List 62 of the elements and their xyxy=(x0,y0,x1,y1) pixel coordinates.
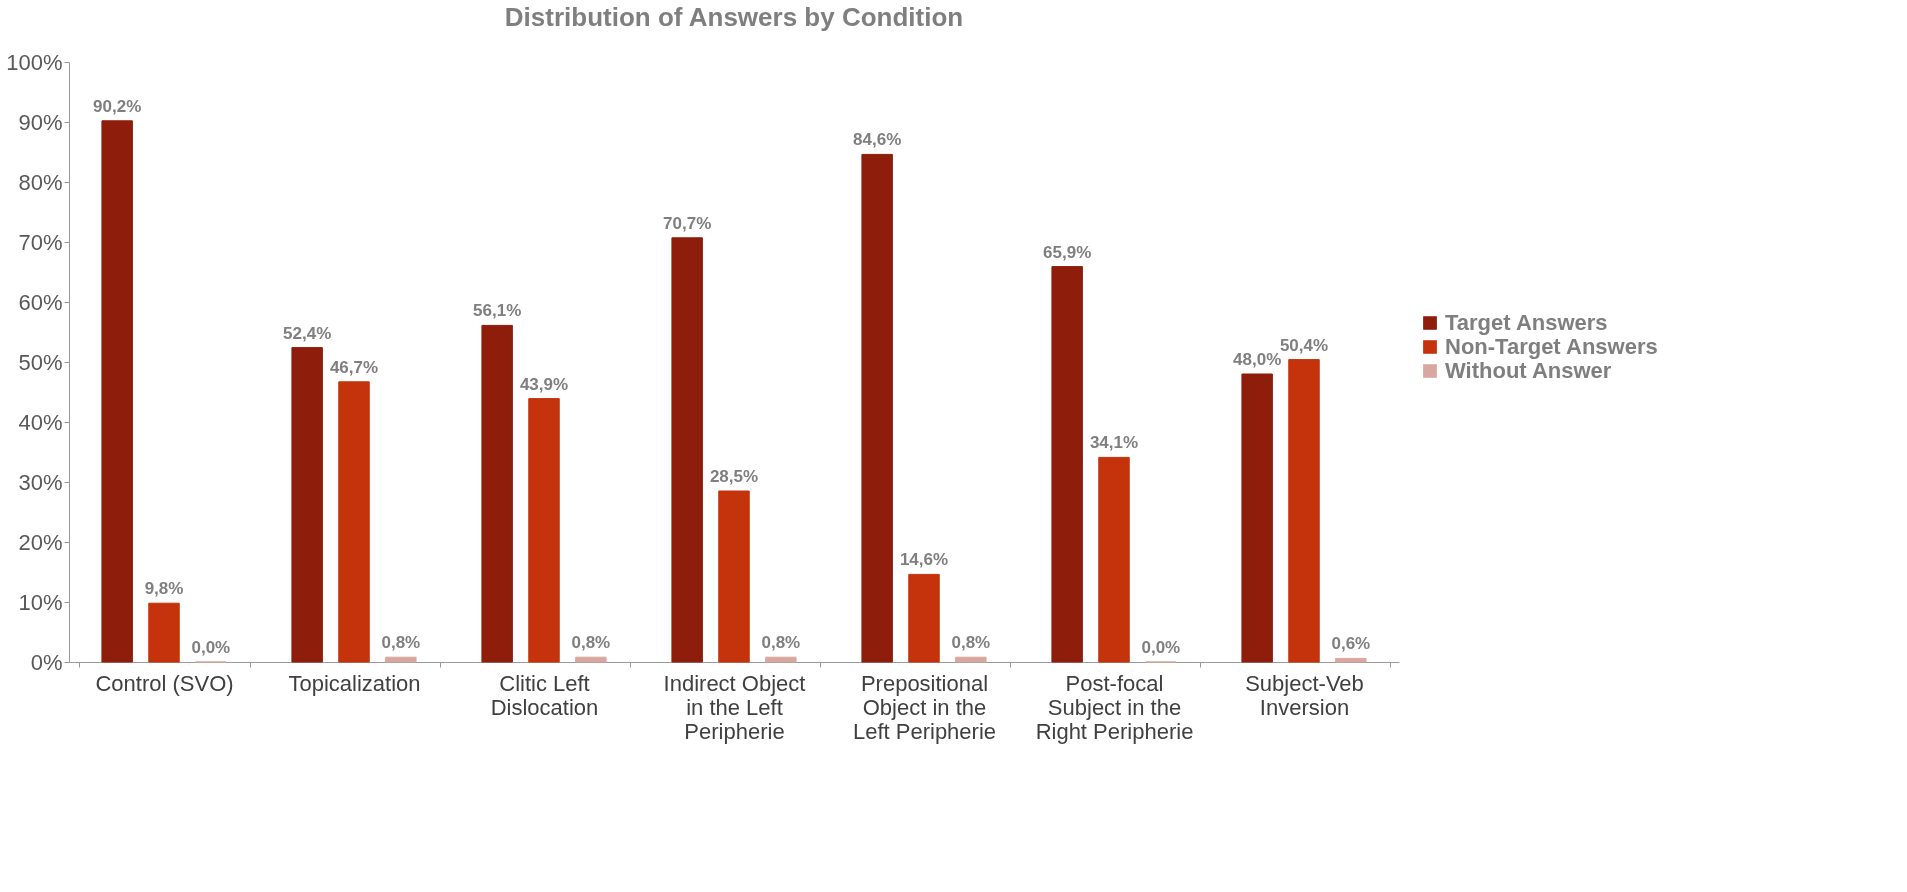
data-label: 0,8% xyxy=(761,633,801,653)
legend-label: Target Answers xyxy=(1445,310,1608,335)
bar xyxy=(385,656,417,663)
bar xyxy=(861,153,893,663)
y-tick-label: 80% xyxy=(18,169,63,195)
data-label: 0,6% xyxy=(1331,634,1371,654)
bar xyxy=(1241,373,1273,663)
data-label: 46,7% xyxy=(329,357,379,377)
bar xyxy=(575,656,607,663)
x-tick-label: Post-focal Subject in the Right Peripherie xyxy=(1035,670,1194,744)
data-label: 9,8% xyxy=(144,579,184,599)
y-tick-label: 20% xyxy=(18,529,63,555)
bar xyxy=(671,237,703,663)
data-label: 0,8% xyxy=(381,633,421,653)
data-label: 14,6% xyxy=(899,550,949,570)
data-label: 0,8% xyxy=(571,633,611,653)
bar xyxy=(291,347,323,663)
bar xyxy=(1288,359,1320,663)
bar xyxy=(528,398,560,663)
data-label: 43,9% xyxy=(519,374,569,394)
x-tick-label: Control (SVO) xyxy=(95,670,234,696)
data-label: 70,7% xyxy=(663,213,712,233)
data-label: 65,9% xyxy=(1043,242,1092,262)
chart-title: Distribution of Answers by Condition xyxy=(504,2,964,32)
x-tick-label: Prepositional Object in the Left Peripherie xyxy=(852,670,997,744)
legend-label: Without Answer xyxy=(1445,358,1612,383)
bar xyxy=(908,573,940,663)
y-tick-label: 100% xyxy=(6,49,63,75)
data-label: 28,5% xyxy=(709,467,759,486)
bar xyxy=(955,656,987,663)
data-label: 34,1% xyxy=(1089,433,1139,453)
legend-label: Non-Target Answers xyxy=(1445,334,1658,359)
y-tick-label: 10% xyxy=(18,589,63,615)
bar xyxy=(481,324,513,663)
y-tick-label: 0% xyxy=(30,649,63,675)
y-tick-label: 40% xyxy=(18,409,63,435)
y-tick-label: 50% xyxy=(18,349,63,375)
x-tick-label: Clitic Left Dislocation xyxy=(490,670,599,720)
y-tick-label: 60% xyxy=(18,289,63,315)
y-tick-label: 30% xyxy=(18,469,63,495)
x-tick-label: Indirect Object in the Left Peripherie xyxy=(663,670,806,744)
bar xyxy=(718,490,750,663)
x-tick-label: Topicalization xyxy=(288,670,421,696)
data-label: 0,0% xyxy=(191,638,231,657)
x-tick-label: Subject-Veb Inversion xyxy=(1245,670,1364,720)
bar xyxy=(765,656,797,663)
y-tick-label: 90% xyxy=(18,109,63,135)
data-label: 84,6% xyxy=(853,130,902,150)
data-label: 52,4% xyxy=(283,323,332,343)
bar xyxy=(1335,657,1367,663)
data-label: 90,2% xyxy=(93,96,142,116)
bar xyxy=(101,120,133,663)
data-label: 50,4% xyxy=(1279,335,1329,355)
bar xyxy=(1098,456,1130,663)
data-label: 56,1% xyxy=(473,301,522,321)
data-label: 48,0% xyxy=(1233,350,1282,369)
data-label: 0,8% xyxy=(951,633,991,653)
bar xyxy=(1051,266,1083,663)
y-tick-label: 70% xyxy=(18,229,63,255)
data-label: 0,0% xyxy=(1141,638,1181,657)
bar xyxy=(338,381,370,663)
bar xyxy=(148,602,180,663)
